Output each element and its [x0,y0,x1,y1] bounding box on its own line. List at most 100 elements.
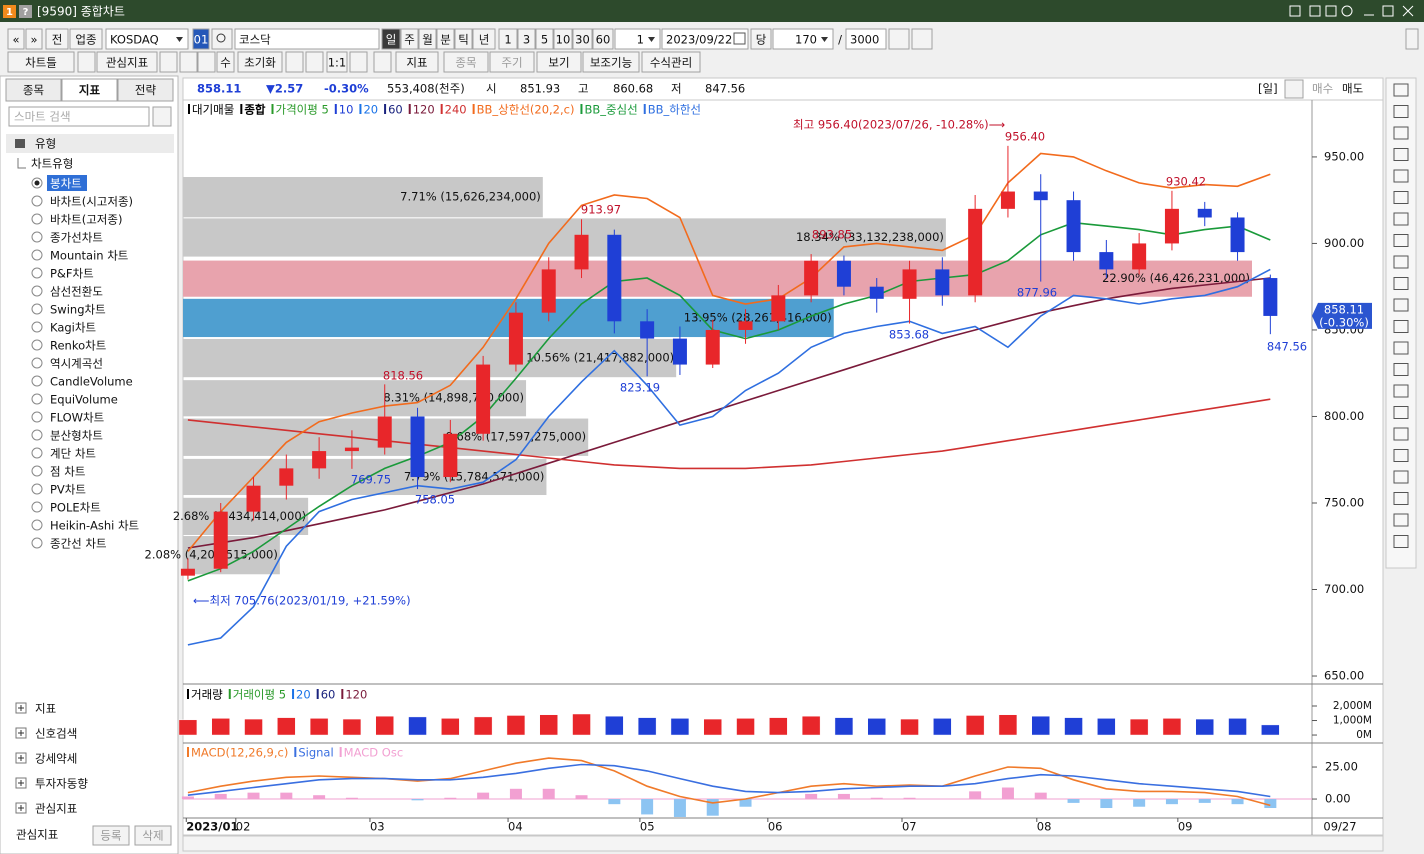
tool-icon[interactable] [1393,126,1409,140]
tool-icon[interactable] [1393,535,1409,548]
button-label[interactable]: 10 [556,33,571,47]
button-label[interactable]: 5 [541,33,548,47]
radio[interactable] [31,537,43,549]
button[interactable] [661,28,749,50]
chart-type[interactable]: PV차트 [50,483,86,497]
button[interactable] [498,28,518,50]
button[interactable] [216,51,235,73]
tool-icon[interactable] [1393,427,1409,441]
button[interactable] [614,28,661,50]
settings-button[interactable] [1284,79,1304,99]
dropdown-arrow[interactable] [821,37,828,42]
folder[interactable]: 강세약세 [35,752,77,766]
button[interactable] [641,51,701,73]
button-label[interactable]: 종목 [455,56,476,70]
control[interactable] [1341,5,1353,17]
button-label[interactable]: 3 [523,33,530,47]
scrollbar[interactable] [182,835,1384,852]
button[interactable] [535,28,554,50]
tool-icon[interactable] [1393,320,1409,333]
tab-label[interactable]: 종목 [23,83,44,97]
button[interactable] [7,51,75,73]
radio[interactable] [31,519,43,531]
tool-icon[interactable] [1393,148,1409,161]
tool-icon[interactable] [1393,105,1409,118]
chart-type[interactable]: CandleVolume [50,375,133,389]
button-label[interactable]: 60 [596,33,611,47]
tool-button[interactable] [373,51,392,73]
radio[interactable] [31,447,43,459]
button-label[interactable]: 년 [479,33,490,47]
button[interactable] [400,28,419,50]
tool-icon[interactable] [1393,363,1409,376]
button[interactable] [134,825,172,846]
button[interactable] [592,28,614,50]
chart-type[interactable]: 바차트(시고저종) [50,195,133,209]
radio[interactable] [31,303,43,315]
button-label[interactable]: 관심지표 [106,56,148,70]
chart-type[interactable]: 봉차트 [50,177,82,191]
folder[interactable]: 관심지표 [35,802,77,816]
tool-icon[interactable] [1393,277,1409,290]
folder[interactable]: 투자자동향 [35,777,88,791]
radio[interactable] [31,231,43,243]
radio[interactable] [31,501,43,513]
button[interactable] [750,28,772,50]
chart-type[interactable]: Renko차트 [50,339,106,353]
section-title[interactable]: 유형 [35,137,56,151]
tool-button[interactable] [305,51,324,73]
button-label[interactable]: 보기 [548,56,569,70]
tool-button[interactable] [888,28,910,50]
tool-icon[interactable] [1393,406,1409,419]
button-label[interactable]: 틱 [458,33,469,47]
tool-button[interactable] [349,51,368,73]
button-label[interactable]: 보조기능 [590,56,632,70]
radio[interactable] [31,411,43,423]
chart-type[interactable]: Heikin-Ashi 차트 [50,519,139,533]
radio[interactable] [31,213,43,225]
tool-button[interactable] [179,51,198,73]
folder[interactable]: 신호검색 [35,727,77,741]
button[interactable] [517,28,536,50]
radio[interactable] [31,429,43,441]
button[interactable] [237,51,283,73]
tool-button[interactable] [285,51,304,73]
button-label[interactable]: « [12,33,19,47]
control[interactable] [1402,5,1414,17]
radio[interactable] [31,321,43,333]
button-label[interactable]: 일 [386,33,397,47]
button[interactable] [536,51,582,73]
button-label[interactable]: 업종 [75,33,96,47]
button-label[interactable]: 수식관리 [650,56,692,70]
button[interactable] [25,28,43,50]
tool-icon[interactable] [1393,449,1409,462]
chart-type[interactable]: FLOW차트 [50,411,104,425]
button[interactable] [7,28,25,50]
search-button[interactable] [211,28,233,50]
tool-button[interactable] [197,51,216,73]
chart-type[interactable]: Mountain 차트 [50,249,128,263]
button-label[interactable]: 1 [504,33,511,47]
button-label[interactable]: 초기화 [244,56,276,70]
button[interactable] [45,28,69,50]
button-label[interactable]: 2023/09/22 [666,33,732,47]
button[interactable] [381,28,401,50]
tab-label[interactable]: 지표 [79,83,101,97]
radio[interactable] [31,393,43,405]
tab[interactable] [117,78,174,102]
button[interactable] [436,28,455,50]
chart-type[interactable]: Swing차트 [50,303,106,317]
tool-icon[interactable] [1393,234,1409,247]
button-label[interactable]: 수 [220,56,231,70]
tab-label[interactable]: 전략 [135,83,157,97]
button[interactable] [772,28,834,50]
chart-type[interactable]: 종가선차트 [50,231,103,245]
button[interactable] [582,51,640,73]
button-label[interactable]: 3000 [850,33,879,47]
folder[interactable]: 지표 [35,702,56,716]
control[interactable] [1309,5,1321,17]
tool-icon[interactable] [1393,212,1409,226]
button[interactable] [69,28,103,50]
chart-type[interactable]: 점 차트 [50,465,85,479]
button-label[interactable]: 분 [440,33,451,47]
